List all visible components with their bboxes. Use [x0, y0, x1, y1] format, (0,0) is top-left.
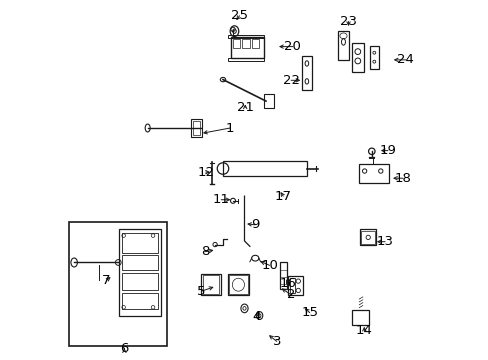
Bar: [119, 229, 161, 316]
Bar: [369, 45, 378, 69]
Text: 24: 24: [397, 53, 413, 66]
Bar: [203, 275, 219, 294]
Text: 5: 5: [197, 285, 205, 298]
Bar: [191, 119, 202, 137]
Bar: [122, 273, 158, 291]
Bar: [122, 233, 158, 253]
Text: 22: 22: [282, 74, 299, 87]
Bar: [280, 262, 286, 289]
Text: 10: 10: [261, 259, 278, 272]
Text: 8: 8: [201, 245, 209, 258]
Bar: [251, 39, 258, 48]
Bar: [122, 293, 158, 309]
Text: 15: 15: [301, 306, 318, 319]
Text: 21: 21: [236, 101, 253, 114]
Text: 17: 17: [274, 190, 291, 203]
Text: 16: 16: [279, 278, 296, 291]
Bar: [242, 39, 249, 48]
Text: 12: 12: [197, 166, 214, 179]
Bar: [361, 231, 374, 244]
Bar: [69, 222, 167, 346]
Text: 14: 14: [355, 324, 372, 337]
Text: 1: 1: [225, 122, 234, 135]
Bar: [227, 274, 249, 296]
Text: 11: 11: [212, 193, 229, 206]
Bar: [289, 278, 294, 293]
Bar: [228, 35, 264, 39]
Bar: [359, 229, 376, 245]
Text: 2: 2: [286, 288, 295, 301]
Text: 20: 20: [284, 40, 301, 53]
Text: 9: 9: [250, 218, 259, 231]
Bar: [351, 310, 368, 325]
Bar: [287, 276, 303, 295]
Bar: [263, 94, 273, 108]
Bar: [122, 255, 158, 270]
Text: 25: 25: [230, 9, 247, 22]
Text: 19: 19: [379, 144, 396, 157]
Bar: [233, 39, 240, 48]
Text: 3: 3: [272, 335, 281, 348]
Text: 6: 6: [120, 342, 128, 355]
Bar: [351, 43, 363, 72]
Bar: [201, 274, 221, 296]
Bar: [301, 56, 311, 90]
Bar: [337, 31, 348, 60]
Bar: [228, 58, 264, 61]
Text: 7: 7: [102, 274, 110, 287]
Text: 13: 13: [376, 235, 393, 248]
Text: 4: 4: [252, 310, 261, 323]
Text: 18: 18: [394, 172, 410, 185]
Bar: [223, 161, 306, 176]
Bar: [193, 121, 200, 135]
Bar: [358, 164, 388, 183]
Bar: [228, 275, 247, 294]
Bar: [230, 37, 264, 58]
Text: 23: 23: [339, 15, 356, 28]
